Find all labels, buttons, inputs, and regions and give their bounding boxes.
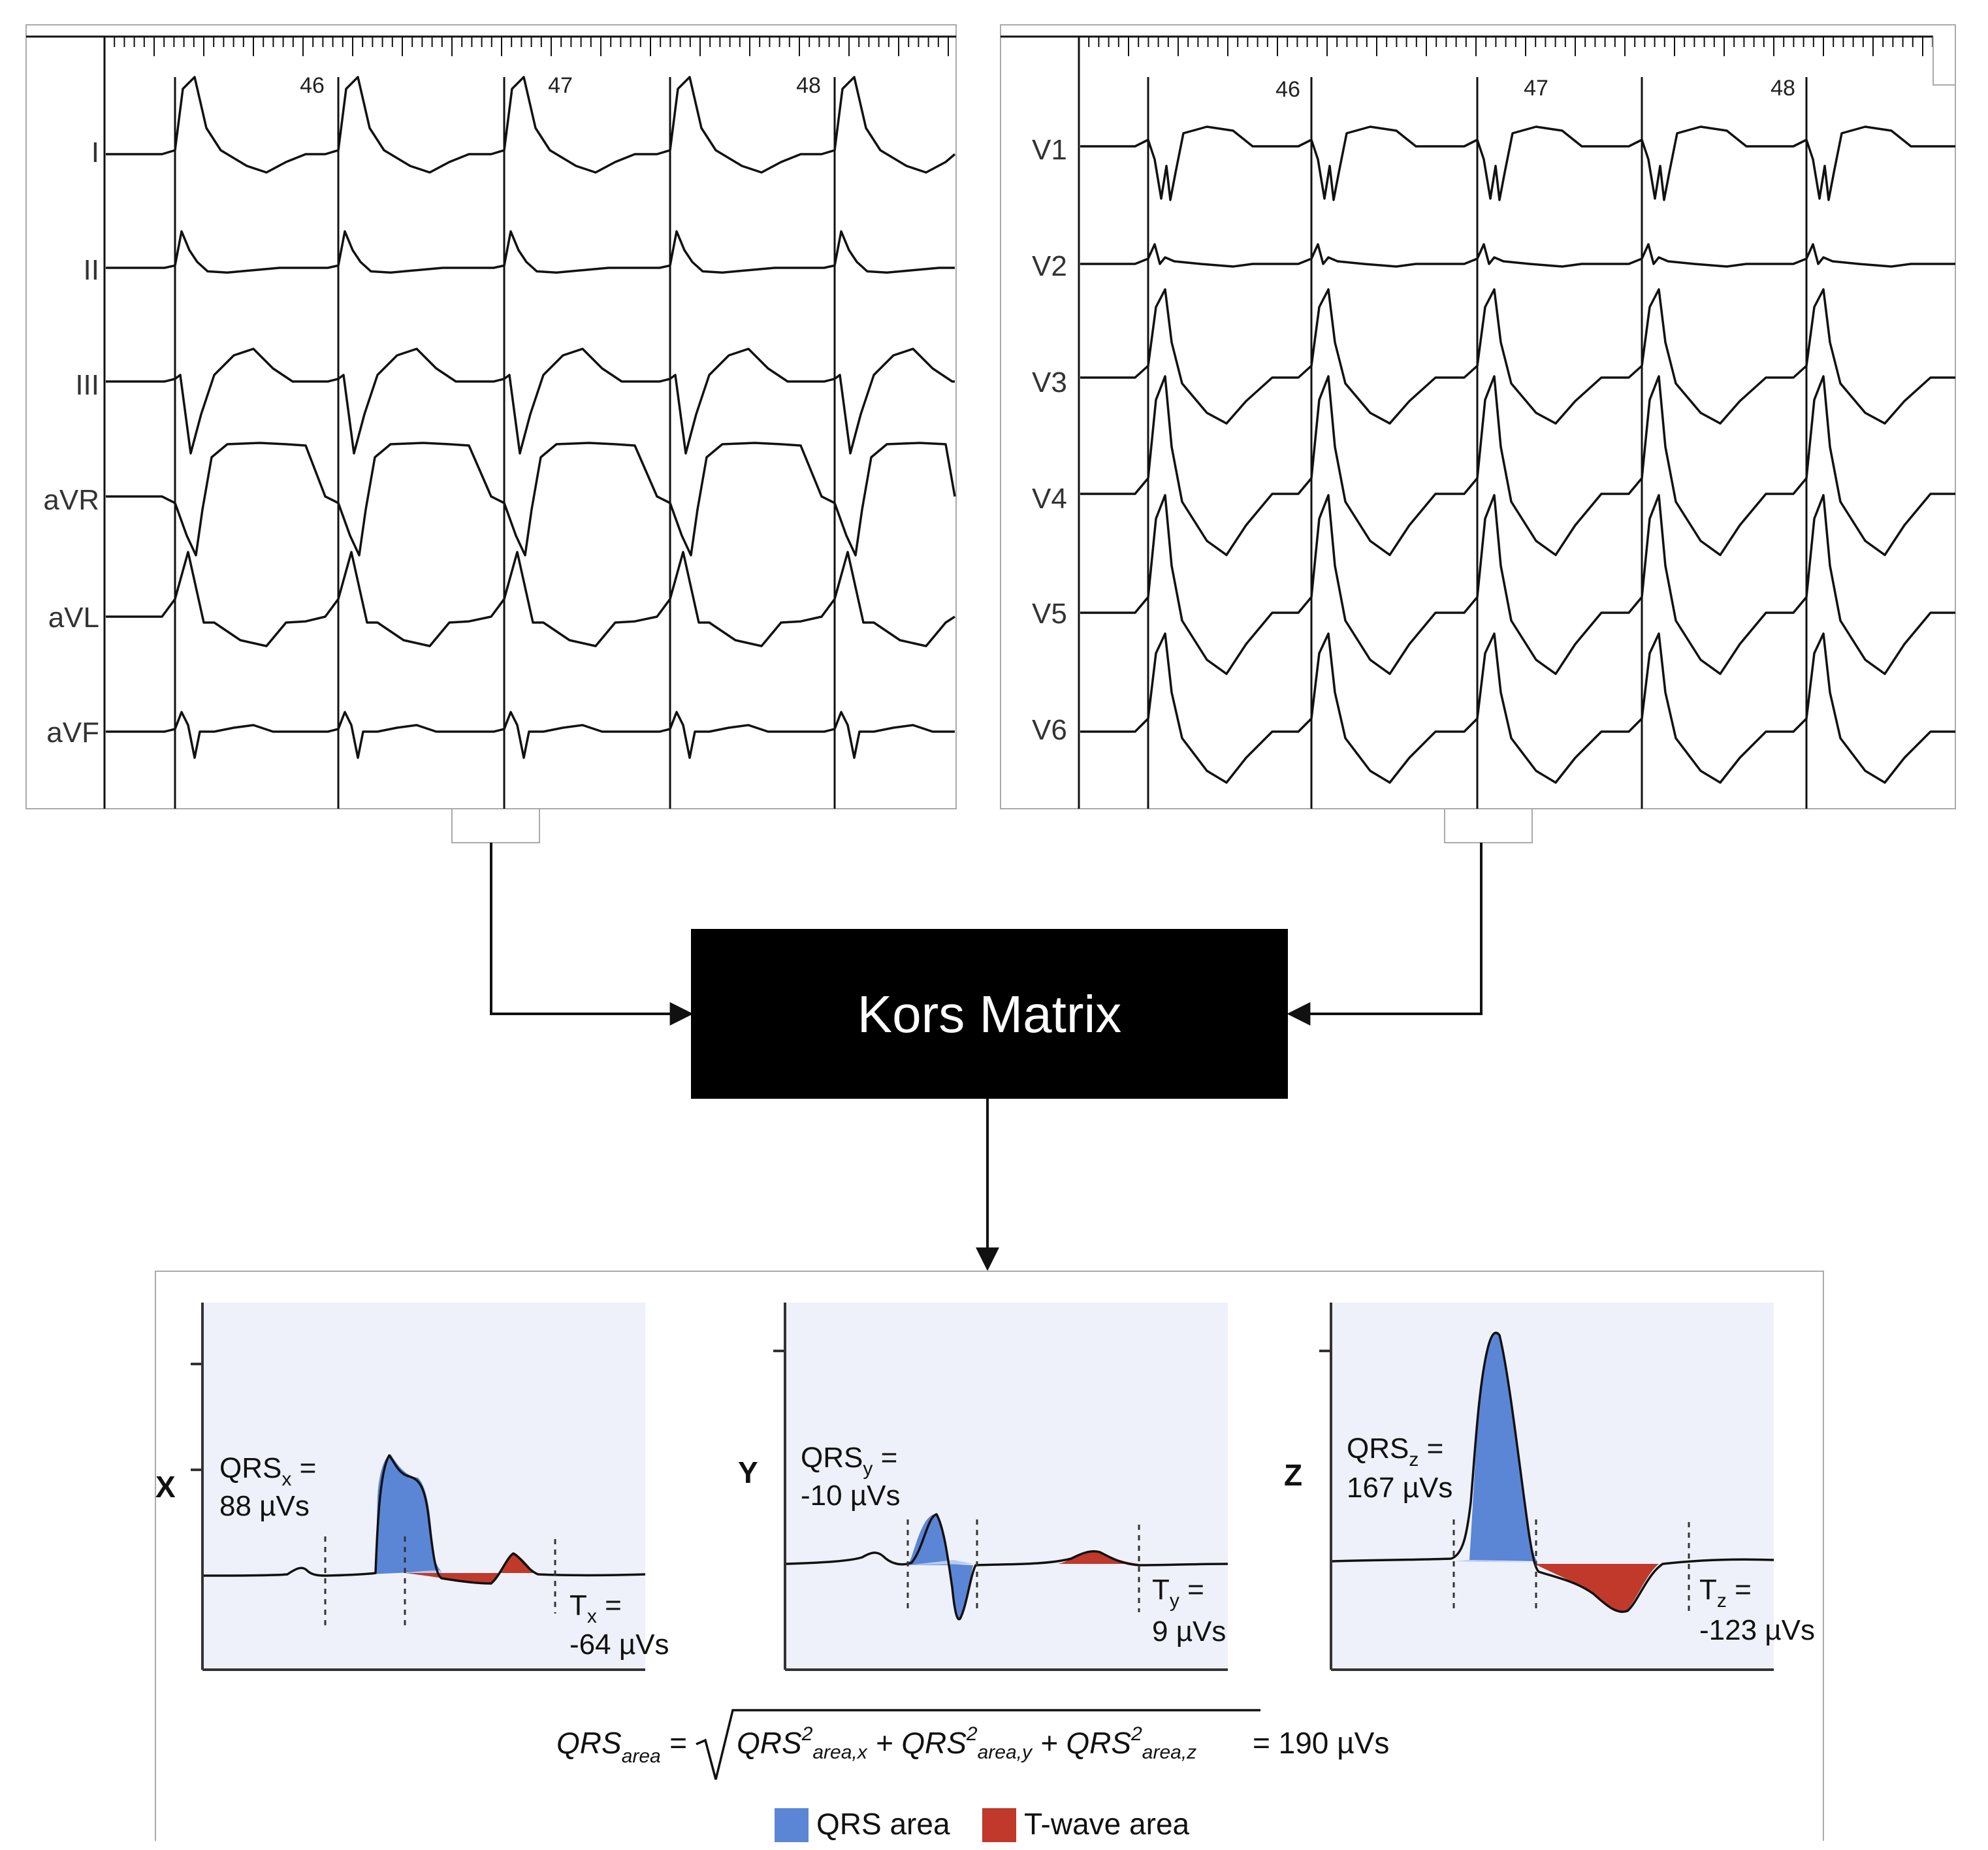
ecg-lead-label: I bbox=[91, 137, 99, 169]
vcg-y-qrs-value: -10 µVs bbox=[801, 1480, 901, 1512]
vcg-x-qrs-area bbox=[325, 1454, 441, 1576]
ecg-trace bbox=[1080, 288, 1955, 425]
vcg-y-background bbox=[786, 1303, 1228, 1668]
legend-swatch-qrs bbox=[775, 1808, 809, 1842]
formula-lhs: QRSarea = bbox=[556, 1726, 686, 1767]
vcg-z-t-label: Tz = bbox=[1699, 1574, 1752, 1612]
vcg-x-qrs-label: QRSx = bbox=[219, 1452, 316, 1490]
ecg-lead-label: aVF bbox=[46, 717, 99, 749]
qrs-area-formula: QRSarea = QRS2area,x + QRS2area,y + QRS2… bbox=[556, 1709, 1389, 1780]
vcg-x-qrs-area-light bbox=[405, 1570, 441, 1573]
vcg-z-axis-label: Z bbox=[1284, 1458, 1302, 1492]
arrow-precordial-to-kors bbox=[1287, 843, 1483, 1026]
legend-label-twave: T-wave area bbox=[1024, 1807, 1190, 1841]
legend-label-qrs: QRS area bbox=[816, 1807, 950, 1841]
ecg-lead-label: II bbox=[84, 254, 99, 286]
arrow-limb-to-kors bbox=[490, 843, 694, 1026]
ecg-lead-label: V1 bbox=[1032, 134, 1067, 166]
ecg-limb-ruler-ticks bbox=[104, 37, 949, 56]
ecg-limb-time-tick: 48 bbox=[796, 73, 821, 98]
ecg-precordial-corner bbox=[1932, 37, 1955, 86]
vcg-x-twave-area bbox=[405, 1553, 536, 1584]
vcg-x-t-label: Tx = bbox=[569, 1589, 622, 1627]
ecg-limb-time-tick: 47 bbox=[548, 73, 573, 98]
legend: QRS area T-wave area bbox=[775, 1807, 1190, 1842]
vcg-z-qrs-label: QRSz = bbox=[1347, 1433, 1443, 1470]
ecg-lead-label: III bbox=[75, 369, 99, 401]
vcg-panel-z: Z QRSz = 167 µVs Tz = -123 µVs bbox=[1284, 1303, 1815, 1671]
vcg-y-qrs-label: QRSy = bbox=[801, 1442, 897, 1480]
legend-swatch-twave bbox=[982, 1808, 1016, 1842]
ecg-trace bbox=[106, 230, 955, 274]
vcg-x-qrs-value: 88 µVs bbox=[219, 1490, 310, 1522]
ecg-precordial-time-tick: 48 bbox=[1771, 76, 1795, 101]
formula-sqrt-sign bbox=[696, 1709, 1260, 1780]
vcg-z-qrs-area-light bbox=[1454, 1560, 1537, 1563]
vcg-z-trace bbox=[1332, 1331, 1774, 1614]
ecg-precordial-beat-markers bbox=[1147, 77, 1808, 809]
formula-radicand: QRS2area,x + QRS2area,y + QRS2area,z bbox=[737, 1723, 1196, 1763]
ecg-limb-tab bbox=[451, 809, 540, 843]
vcg-x-trace bbox=[203, 1454, 646, 1585]
ecg-trace bbox=[1080, 375, 1955, 557]
ecg-limb-traces bbox=[106, 76, 956, 759]
vcg-x-background bbox=[204, 1303, 645, 1668]
ecg-limb-time-tick: 46 bbox=[300, 73, 325, 98]
ecg-precordial-time-tick: 46 bbox=[1275, 77, 1300, 102]
ecg-trace bbox=[106, 711, 955, 759]
vcg-z-t-value: -123 µVs bbox=[1699, 1614, 1815, 1646]
ecg-trace bbox=[1080, 632, 1955, 784]
vcg-x-t-value: -64 µVs bbox=[569, 1629, 669, 1661]
vcg-y-qrs-area-light bbox=[908, 1560, 973, 1565]
ecg-precordial-ruler-ticks bbox=[1078, 37, 1934, 56]
ecg-trace bbox=[1080, 494, 1955, 675]
vcg-y-axis-label: Y bbox=[738, 1455, 758, 1489]
ecg-precordial-time-tick: 47 bbox=[1524, 76, 1548, 101]
vcg-y-trace bbox=[786, 1513, 1228, 1621]
vcg-z-background bbox=[1332, 1303, 1774, 1668]
ecg-lead-label: aVR bbox=[43, 484, 99, 516]
ecg-trace bbox=[106, 551, 955, 647]
vcg-z-twave-area bbox=[1535, 1564, 1659, 1612]
vcg-panel-x: X QRSx = 88 µVs Tx = -64 µVs bbox=[155, 1303, 669, 1671]
ecg-trace bbox=[1080, 243, 1955, 268]
vcg-z-qrs-value: 167 µVs bbox=[1347, 1472, 1452, 1504]
ecg-lead-label: V2 bbox=[1032, 250, 1067, 282]
ecg-lead-label: V3 bbox=[1032, 366, 1067, 398]
ecg-trace bbox=[106, 76, 956, 174]
ecg-limb-beat-markers bbox=[174, 77, 836, 809]
vcg-panel: X QRSx = 88 µVs Tx = -64 µVs Y QRSy = -1… bbox=[155, 1271, 1824, 1842]
ecg-trace bbox=[1080, 125, 1955, 201]
kors-matrix-box bbox=[691, 929, 1288, 1099]
ecg-precordial-panel: 46 47 48 V1 V2 V3 V4 V5 V6 bbox=[1000, 24, 1956, 843]
ecg-trace bbox=[106, 442, 956, 557]
vcg-z-qrs-area bbox=[1469, 1333, 1537, 1561]
ecg-lead-label: V4 bbox=[1032, 483, 1067, 515]
vcg-x-axis-label: X bbox=[155, 1470, 176, 1504]
ecg-precordial-tab bbox=[1444, 809, 1533, 843]
vcg-y-t-value: 9 µVs bbox=[1152, 1615, 1226, 1647]
vcg-y-t-label: Ty = bbox=[1152, 1574, 1204, 1612]
ecg-lead-label: aVL bbox=[48, 602, 99, 634]
ecg-trace bbox=[106, 348, 955, 455]
ecg-limb-frame bbox=[25, 24, 957, 809]
ecg-precordial-traces bbox=[1080, 125, 1955, 784]
ecg-lead-label: V6 bbox=[1032, 714, 1067, 746]
formula-result: = 190 µVs bbox=[1253, 1726, 1389, 1760]
ecg-lead-label: V5 bbox=[1032, 598, 1067, 630]
kors-matrix-label: Kors Matrix bbox=[858, 985, 1122, 1043]
vcg-panel-y: Y QRSy = -10 µVs Ty = 9 µVs bbox=[738, 1303, 1228, 1671]
ecg-limb-panel: 46 47 48 I II III aVR aVL aVF bbox=[25, 24, 957, 843]
